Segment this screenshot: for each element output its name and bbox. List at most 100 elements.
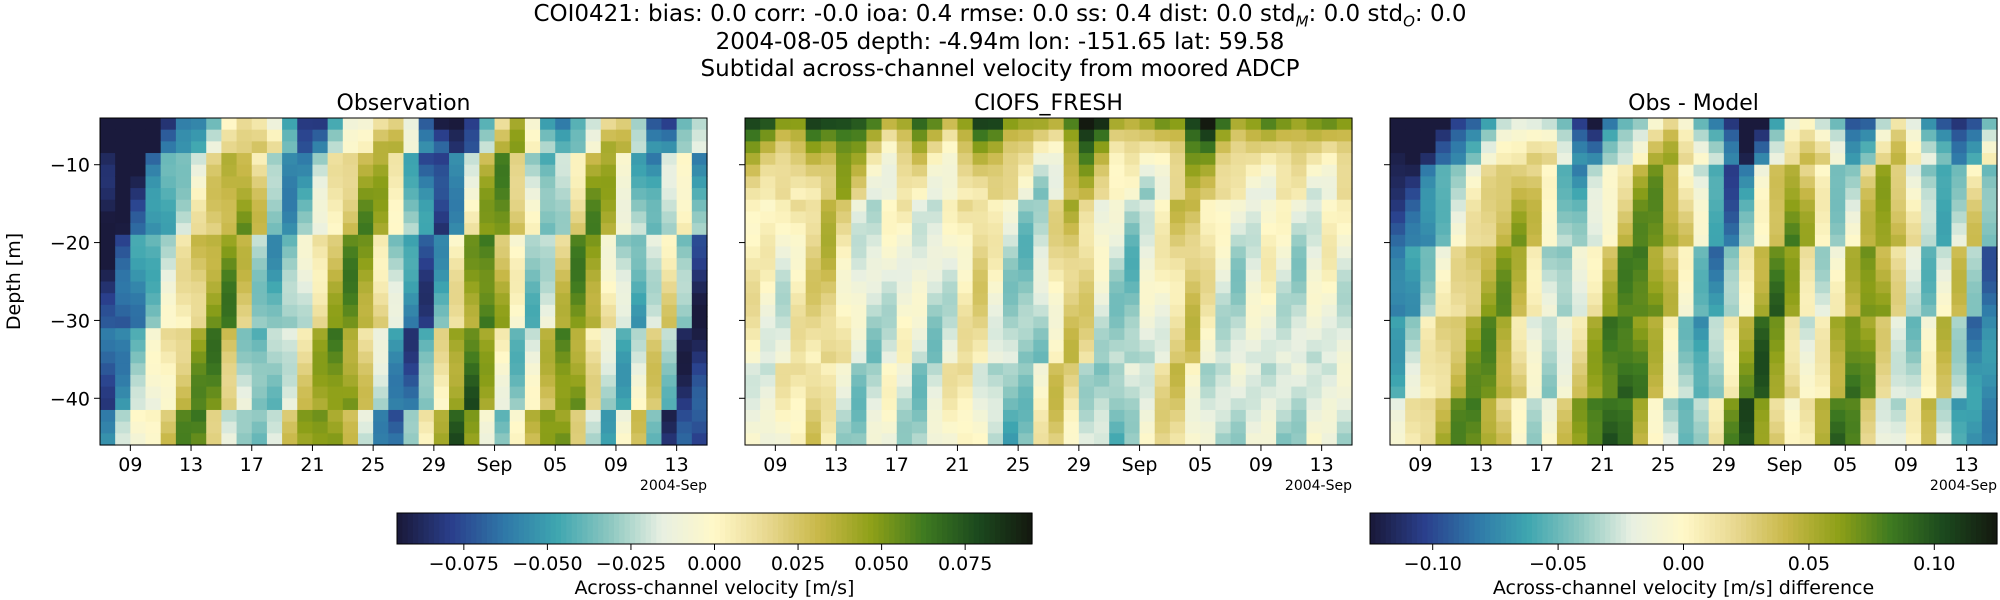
heatmap-cell (972, 234, 989, 248)
heatmap-cell (1769, 409, 1786, 423)
heatmap-cell (881, 269, 898, 283)
heatmap-cell (1814, 223, 1831, 236)
heatmap-cell (615, 281, 632, 294)
heatmap-cell (570, 386, 587, 399)
heatmap-cell (206, 141, 223, 154)
heatmap-cell (851, 398, 868, 411)
colorbar-swatch (703, 513, 710, 544)
heatmap-cell (1185, 118, 1201, 131)
heatmap-cell (1002, 433, 1019, 446)
colorbar-swatch (1016, 513, 1023, 544)
heatmap-cell (1905, 339, 1922, 353)
heatmap-cell (1245, 153, 1262, 166)
colorbar-swatch (1626, 513, 1632, 544)
heatmap-cell (805, 258, 822, 271)
heatmap-cell (691, 234, 708, 248)
heatmap-cell (661, 433, 678, 446)
heatmap-cell (1033, 188, 1050, 201)
heatmap-cell (972, 269, 989, 283)
heatmap-cell (1875, 153, 1892, 166)
colorbar-swatch (878, 513, 885, 544)
heatmap-cell (1465, 199, 1482, 213)
heatmap-cell (760, 258, 776, 271)
heatmap-cell (646, 164, 663, 177)
heatmap-cell (600, 328, 617, 341)
heatmap-cell (1420, 153, 1437, 166)
colorbar-swatch (1464, 513, 1470, 544)
heatmap-cell (805, 293, 822, 306)
heatmap-cell (145, 246, 162, 259)
heatmap-cell (266, 363, 283, 376)
heatmap-cell (1966, 409, 1983, 423)
heatmap-cell (851, 433, 868, 446)
heatmap-cell (1526, 328, 1543, 341)
heatmap-cell (1663, 199, 1679, 213)
heatmap-cell (911, 223, 928, 236)
heatmap-cell (236, 304, 253, 318)
heatmap-cell (1936, 269, 1953, 283)
heatmap-cell (191, 211, 207, 224)
heatmap-cell (851, 129, 868, 142)
heatmap-cell (1033, 328, 1050, 341)
heatmap-cell (540, 176, 556, 189)
heatmap-cell (449, 339, 465, 353)
heatmap-cell (1572, 351, 1588, 364)
heatmap-cell (282, 188, 298, 201)
heatmap-cell (1230, 223, 1247, 236)
heatmap-cell (1814, 246, 1831, 259)
heatmap-cell (881, 258, 898, 271)
heatmap-cell (100, 211, 116, 224)
heatmap-cell (357, 328, 374, 341)
heatmap-cell (1291, 176, 1308, 189)
heatmap-cell (1390, 398, 1406, 411)
heatmap-cell (236, 153, 253, 166)
heatmap-cell (1124, 176, 1141, 189)
heatmap-cell (388, 141, 405, 154)
heatmap-cell (464, 164, 480, 177)
heatmap-cell (266, 129, 283, 142)
heatmap-cell (600, 164, 617, 177)
heatmap-cell (494, 328, 511, 341)
heatmap-cell (1276, 188, 1292, 201)
heatmap-cell (1739, 398, 1755, 411)
heatmap-cell (1435, 293, 1452, 306)
heatmap-cell (403, 339, 420, 353)
heatmap-cell (1845, 188, 1862, 201)
heatmap-cell (1063, 421, 1080, 434)
heatmap-cell (115, 386, 131, 399)
heatmap-cell (236, 188, 253, 201)
heatmap-cell (1890, 223, 1907, 236)
heatmap-cell (1587, 281, 1604, 294)
x-tick-label: Sep (477, 454, 513, 476)
heatmap-cell (1185, 409, 1201, 423)
heatmap-cell (676, 339, 693, 353)
heatmap-cell (1078, 363, 1095, 376)
heatmap-cell (661, 281, 678, 294)
heatmap-cell (1860, 129, 1877, 142)
heatmap-cell (1678, 304, 1695, 318)
heatmap-cell (373, 199, 389, 213)
heatmap-cell (775, 223, 792, 236)
colorbar-swatch (767, 513, 774, 544)
heatmap-cell (987, 281, 1004, 294)
heatmap-cell (236, 118, 253, 131)
colorbar-swatch (1396, 513, 1402, 544)
heatmap-cell (312, 211, 329, 224)
heatmap-cell (1465, 363, 1482, 376)
heatmap-cell (1200, 363, 1217, 376)
heatmap-cell (1245, 433, 1262, 446)
heatmap-cell (1185, 316, 1201, 329)
heatmap-cell (1336, 164, 1353, 177)
heatmap-cell (1966, 386, 1983, 399)
heatmap-cell (1905, 234, 1922, 248)
heatmap-cell (282, 246, 298, 259)
heatmap-cell (312, 374, 329, 388)
heatmap-cell (1230, 164, 1247, 177)
heatmap-cell (1572, 328, 1588, 341)
heatmap-cell (1739, 223, 1755, 236)
heatmap-cell (615, 304, 632, 318)
colorbar-swatch (1730, 513, 1737, 544)
heatmap-cell (881, 246, 898, 259)
heatmap-cell (1890, 118, 1907, 131)
